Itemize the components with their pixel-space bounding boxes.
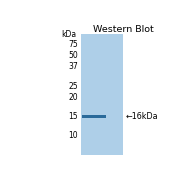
Text: kDa: kDa	[61, 30, 76, 39]
Text: Western Blot: Western Blot	[93, 25, 153, 34]
Bar	[81, 34, 123, 155]
Bar	[82, 115, 106, 118]
Text: ←16kDa: ←16kDa	[126, 112, 158, 121]
Text: 20: 20	[69, 93, 78, 102]
Text: 75: 75	[69, 40, 78, 49]
Text: 25: 25	[69, 82, 78, 91]
Text: 50: 50	[69, 51, 78, 60]
Text: 10: 10	[69, 131, 78, 140]
Text: 15: 15	[69, 112, 78, 121]
Text: 37: 37	[69, 62, 78, 71]
